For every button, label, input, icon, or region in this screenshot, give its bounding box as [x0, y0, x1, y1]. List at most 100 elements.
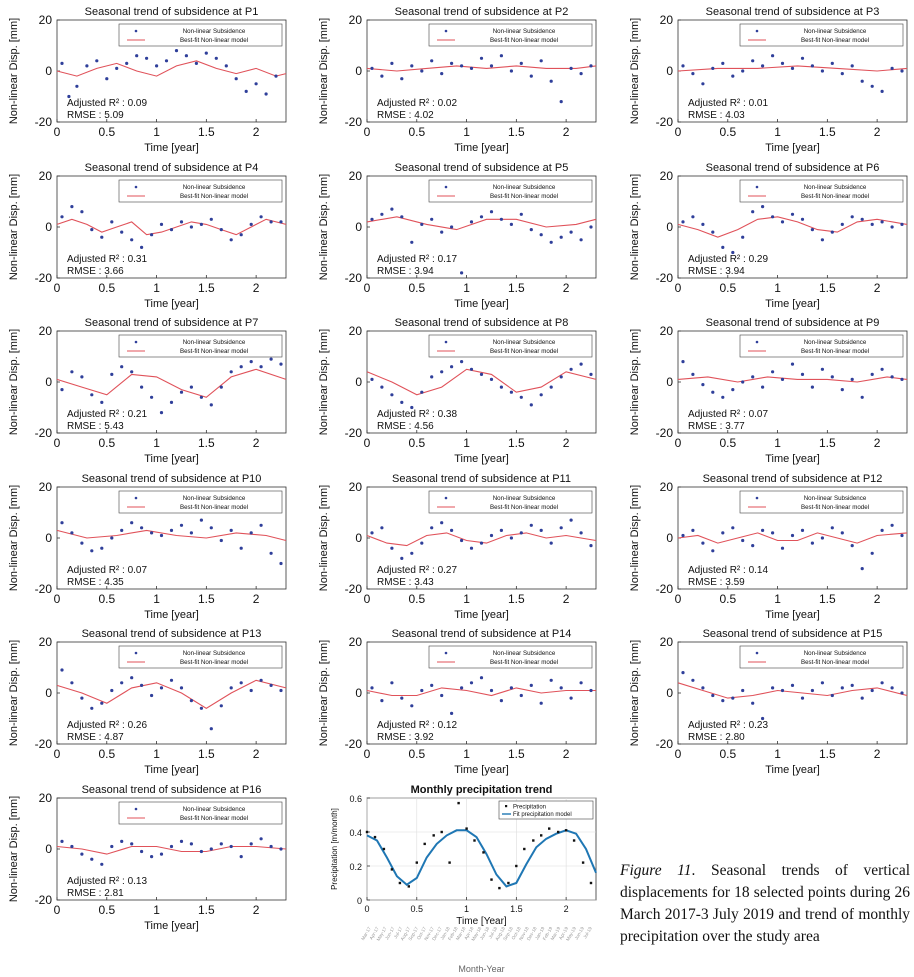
x-tick-label: 1.5	[508, 747, 525, 761]
legend-label: Best-fit Non-linear model	[490, 193, 558, 200]
legend-label: Best-fit Non-linear model	[180, 37, 248, 44]
x-tick-label: 0.5	[719, 592, 736, 606]
data-point	[499, 217, 503, 221]
legend-marker-points	[444, 651, 448, 655]
data-point	[790, 66, 795, 70]
data-point	[519, 531, 523, 535]
legend-label: Non-linear Subsidence	[183, 806, 246, 813]
data-point	[219, 842, 223, 846]
data-point	[681, 360, 685, 364]
rmse-label: RMSE : 3.94	[377, 266, 434, 277]
x-axis-label: Time [year]	[144, 142, 199, 154]
legend-box	[118, 334, 283, 358]
data-point	[120, 528, 124, 533]
month-tick-label: Feb-19	[542, 926, 554, 941]
adjusted-r2-label: Adjusted R² : 0.02	[377, 98, 457, 109]
chart-title: Seasonal trend of subsidence at P6	[706, 162, 880, 174]
rmse-label: RMSE : 3.43	[377, 577, 434, 588]
data-point	[209, 847, 213, 851]
data-point	[711, 549, 715, 553]
data-point	[159, 686, 164, 690]
y-tick-label: 0	[666, 375, 673, 389]
month-tick-label: Aug-17	[400, 926, 412, 942]
data-point	[830, 61, 834, 65]
data-point	[751, 375, 755, 379]
data-point	[85, 64, 89, 68]
y-tick-label: 0	[355, 686, 362, 700]
data-point	[549, 79, 553, 83]
legend-label: Non-linear Subsidence	[183, 28, 246, 35]
data-point	[780, 546, 785, 550]
precipitation-point	[507, 881, 510, 885]
data-point	[780, 220, 785, 224]
x-axis-label: Time [year]	[454, 764, 509, 776]
x-tick-label: 1.5	[819, 747, 836, 761]
x-tick-label: 2	[253, 436, 260, 450]
y-tick-label: 0	[357, 896, 362, 906]
y-tick-label: -20	[656, 737, 674, 751]
x-tick-label: 1.5	[819, 125, 836, 139]
x-tick-label: 0.5	[408, 436, 425, 450]
data-point	[279, 847, 283, 851]
y-tick-label: 20	[349, 635, 363, 649]
data-point	[259, 215, 263, 219]
data-point	[870, 372, 874, 376]
precipitation-point	[498, 886, 501, 890]
chart-panel-9: Seasonal trend of subsidence at P9 0 0.5 1 1…	[629, 317, 908, 465]
y-tick-label: -20	[656, 271, 674, 285]
data-point	[900, 69, 904, 73]
y-tick-label: 20	[660, 480, 674, 494]
data-point	[529, 683, 533, 688]
chart-panel-2: Seasonal trend of subsidence at P2 0 0.5 1 1…	[318, 6, 597, 154]
month-tick-label: Mar-17	[360, 926, 372, 941]
legend-marker-points	[134, 340, 138, 344]
data-point	[539, 701, 543, 705]
data-point	[110, 844, 114, 849]
data-point	[189, 225, 193, 229]
data-point	[179, 220, 184, 224]
chart-title: Seasonal trend of subsidence at P5	[395, 162, 569, 174]
chart-panel-17: Monthly precipitation trend 0 0.5 1 1.5 2 0 0.2…	[330, 784, 597, 974]
data-point	[70, 681, 74, 685]
data-point	[199, 222, 203, 226]
data-point	[229, 370, 233, 374]
data-point	[80, 696, 84, 700]
data-point	[589, 225, 593, 229]
legend-box	[118, 490, 283, 514]
x-tick-label: 0.5	[719, 125, 736, 139]
x-tick-label: 1	[463, 747, 470, 761]
x-tick-label: 0.5	[408, 281, 425, 295]
chart-title: Seasonal trend of subsidence at P7	[85, 317, 259, 329]
data-point	[450, 365, 454, 369]
y-tick-label: -20	[35, 893, 53, 907]
data-point	[460, 64, 464, 68]
chart-title: Seasonal trend of subsidence at P16	[82, 784, 262, 796]
x-axis-label: Time [year]	[765, 298, 820, 310]
data-point	[229, 528, 233, 533]
adjusted-r2-label: Adjusted R² : 0.21	[67, 409, 147, 420]
precipitation-point	[407, 885, 410, 888]
data-point	[420, 688, 424, 693]
x-tick-label: 0	[364, 747, 371, 761]
x-tick-label: 1	[153, 125, 160, 139]
rmse-label: RMSE : 5.43	[67, 421, 124, 432]
data-point	[771, 215, 775, 219]
y-tick-label: 0	[45, 842, 52, 856]
data-point	[681, 64, 685, 68]
data-point	[60, 61, 64, 65]
rmse-label: RMSE : 4.87	[67, 732, 124, 743]
data-point	[390, 681, 394, 685]
data-point	[239, 365, 243, 369]
data-point	[880, 89, 884, 93]
legend-label: Best-fit Non-linear model	[801, 659, 869, 666]
data-point	[239, 233, 243, 237]
x-tick-label: 1.5	[198, 747, 215, 761]
data-point	[790, 212, 795, 216]
x-tick-label: 1.5	[510, 904, 523, 914]
chart-panel-13: Seasonal trend of subsidence at P13 0 0.5 1…	[8, 628, 287, 776]
data-point	[790, 683, 795, 688]
data-point	[569, 367, 573, 371]
data-point	[380, 212, 384, 216]
data-point	[870, 688, 874, 693]
